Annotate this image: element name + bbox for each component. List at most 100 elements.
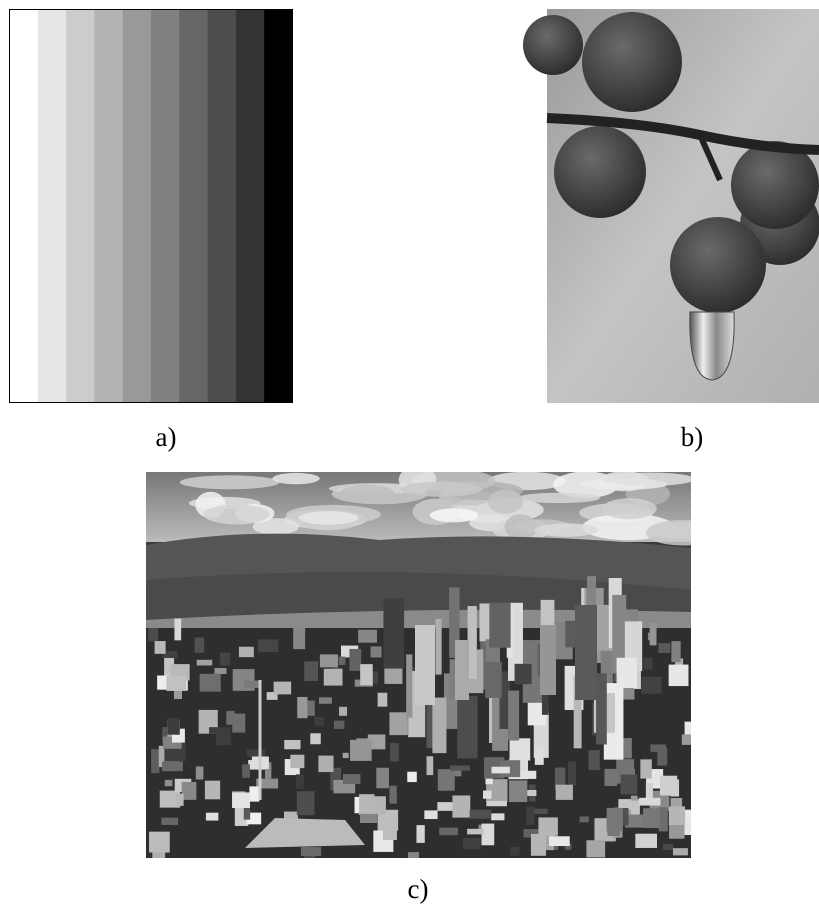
berry [670,217,766,313]
stripe [38,10,67,403]
building [463,838,481,849]
building [389,712,407,735]
building [244,681,261,689]
building [383,826,397,840]
building [489,603,510,648]
building [360,814,377,823]
building [406,654,412,717]
building [249,786,259,801]
building [531,834,546,856]
panel-label: c) [408,874,429,904]
building [290,755,304,768]
building [671,641,680,662]
building [151,749,159,773]
stripe [123,10,152,403]
building [390,743,399,761]
building [657,748,667,765]
building [535,747,544,765]
building [376,768,389,788]
gray-stripes [10,10,294,403]
building [438,769,455,791]
building [162,762,183,772]
cloud [646,520,720,546]
building [161,818,178,825]
cloud [299,511,359,525]
building [301,847,321,856]
panel-label: a) [156,422,177,452]
cloud [180,475,280,489]
berry [582,12,682,112]
cloud [272,473,319,484]
building [196,766,204,779]
building [515,664,532,684]
building [339,657,346,665]
building [660,776,677,796]
building [565,621,575,648]
cloud [339,485,395,503]
building [304,661,318,681]
building [206,813,218,821]
building [274,682,292,695]
building [663,844,673,850]
building [588,750,599,770]
building [617,658,637,688]
building [491,767,509,774]
building [247,750,265,757]
building [297,697,307,718]
building [407,772,417,782]
building [510,847,519,856]
panel-label: b) [681,422,704,452]
building [485,779,492,785]
building [408,852,419,859]
cloud [602,498,657,519]
building [669,806,685,825]
building [621,775,638,795]
tower [575,605,597,700]
building [350,740,372,761]
building [549,836,570,846]
building [640,759,651,778]
building [319,697,332,703]
cloud [203,504,270,524]
building [483,791,492,799]
building [165,780,173,786]
city-image [146,467,729,859]
berries-image [523,9,819,403]
building [343,774,360,784]
building [310,733,320,744]
building [416,825,424,843]
building [258,639,278,652]
cloud [488,490,523,514]
cloud [535,523,599,536]
building [200,674,221,692]
building [486,801,507,806]
building [457,696,477,758]
building [334,721,344,729]
stripe [236,10,265,403]
building [482,824,495,846]
building [631,796,638,801]
building [182,782,197,800]
stripe [10,10,39,403]
building [349,649,361,671]
building [284,740,300,749]
building [155,641,166,654]
building [596,673,607,744]
building [568,762,576,786]
cloud [517,493,600,503]
building [439,828,458,836]
building [450,766,470,771]
figure: a) b) c) [0,0,819,907]
building [470,810,492,819]
building [314,717,324,726]
building [320,654,338,667]
building [209,727,231,734]
building [586,840,605,857]
building [297,791,315,815]
building [437,802,454,811]
building [358,630,377,643]
building [360,664,373,685]
building [378,693,388,707]
building [452,795,470,817]
building [538,817,557,835]
